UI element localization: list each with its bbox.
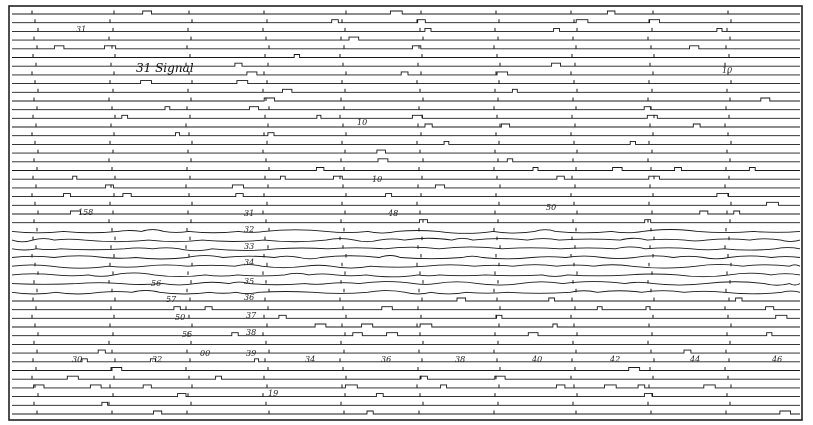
record-label: 34 — [244, 258, 254, 267]
trace-line — [12, 184, 800, 189]
trace-line — [12, 367, 800, 371]
trace-line — [12, 132, 800, 137]
trace-line — [12, 201, 800, 206]
trace-line — [12, 140, 800, 145]
record-label: 31 — [244, 209, 254, 218]
trace-line — [12, 36, 800, 41]
record-label: 36 — [381, 355, 391, 364]
record-label: 57 — [166, 295, 177, 304]
record-label: 39 — [246, 349, 256, 358]
record-label: 158 — [78, 208, 93, 217]
record-label: 31 — [76, 25, 86, 34]
record-labels: 31 31 Signal 10 10 10 158 31 32 33 34 35 36 37 38 39 56… — [72, 25, 782, 398]
record-label: 36 — [244, 293, 254, 302]
trace-line — [12, 393, 800, 398]
record-label: 10 — [357, 118, 367, 127]
trace-line — [12, 123, 800, 128]
trace-line — [12, 323, 800, 328]
trace-line — [12, 97, 800, 102]
record-label: 44 — [689, 355, 700, 364]
record-label: 00 — [200, 349, 210, 358]
trace-line — [11, 246, 801, 252]
trace-line — [12, 297, 800, 302]
record-label: 19 — [268, 389, 278, 398]
record-label: 10 — [372, 175, 382, 184]
record-label: 50 — [546, 203, 556, 212]
record-label: 48 — [387, 209, 398, 218]
trace-line — [12, 80, 800, 85]
trace-line — [11, 237, 801, 243]
record-label: 30 — [72, 355, 82, 364]
record-label: 55 — [182, 330, 192, 339]
trace-line — [11, 255, 801, 260]
trace-line — [12, 19, 800, 24]
record-label: 42 — [609, 355, 620, 364]
record-label: 33 — [244, 242, 254, 251]
trace-line — [12, 62, 800, 67]
record-label: 34 — [305, 355, 315, 364]
trace-line — [12, 54, 800, 58]
trace-line — [12, 167, 800, 171]
trace-line — [12, 114, 800, 119]
trace-line — [11, 272, 801, 278]
trace-line — [12, 158, 800, 163]
trace-line — [12, 219, 800, 224]
trace-line — [12, 88, 800, 93]
trace-line — [12, 149, 800, 154]
trace-line — [12, 384, 800, 389]
trace-line — [12, 27, 800, 32]
trace-line — [11, 281, 801, 286]
record-label: 38 — [455, 355, 465, 364]
trace-line — [12, 210, 800, 215]
trace-line — [12, 10, 800, 15]
record-label: 32 — [152, 355, 162, 364]
record-label: 56 — [151, 279, 161, 288]
record-label: 37 — [246, 311, 257, 320]
record-label: 32 — [244, 225, 254, 234]
trace-line — [12, 349, 800, 354]
trace-line — [11, 229, 801, 234]
trace-line — [12, 71, 800, 76]
trace-line — [12, 306, 800, 311]
trace-line — [12, 193, 800, 198]
record-label: 38 — [246, 328, 256, 337]
record-label: 46 — [771, 355, 782, 364]
trace-line — [12, 45, 800, 50]
trace-line — [12, 375, 800, 380]
record-label: 10 — [722, 66, 732, 75]
trace-line — [12, 314, 800, 319]
record-label: 50 — [175, 313, 185, 322]
trace-lines — [11, 10, 801, 415]
record-frame — [8, 5, 803, 421]
record-label: 35 — [244, 277, 254, 286]
trace-line — [12, 410, 800, 415]
trace-line — [11, 264, 801, 269]
trace-line — [12, 332, 800, 337]
record-label: 40 — [531, 355, 542, 364]
record-title: 31 Signal — [136, 61, 194, 75]
trace-line — [11, 290, 801, 295]
